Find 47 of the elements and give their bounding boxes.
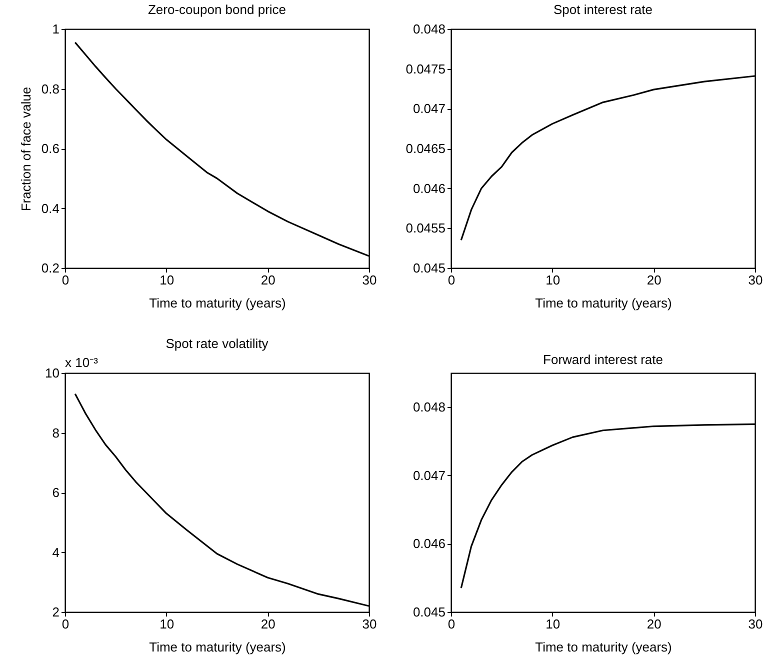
y-tick-label: 0.048: [412, 22, 446, 36]
y-tick-label: 0.045: [412, 604, 446, 620]
x-tick-label: 10: [160, 272, 174, 288]
y-tick-label: 2: [52, 604, 60, 620]
y-tick-label: 0.0475: [406, 61, 446, 76]
x-tick-label: 30: [362, 616, 377, 632]
x-tick-label: 30: [748, 616, 763, 632]
chart-title: Spot rate volatility: [166, 336, 269, 351]
x-axis-title: Time to maturity (years): [149, 640, 286, 654]
x-tick-label: 20: [646, 616, 662, 632]
x-tick-label: 0: [448, 616, 456, 632]
y-tick-label: 0.8: [41, 81, 60, 96]
x-tick-label: 10: [546, 616, 560, 632]
chart-title: Zero-coupon bond price: [148, 2, 286, 17]
y-tick-label: 0.047: [412, 101, 446, 116]
y-tick-label: 10: [45, 366, 60, 380]
x-tick-label: 20: [646, 272, 662, 288]
x-axis-title: Time to maturity (years): [535, 640, 672, 654]
y-tick-label: 0.047: [412, 468, 446, 483]
y-axis-title: Fraction of face value: [18, 86, 34, 212]
x-tick-label: 20: [260, 616, 276, 632]
y-tick-label: 0.046: [412, 536, 446, 552]
y-tick-label: 1: [52, 22, 60, 36]
chart-title: Forward interest rate: [543, 352, 663, 367]
x-axis-title: Time to maturity (years): [535, 296, 672, 310]
y-tick-label: 0.046: [412, 180, 446, 196]
x-tick-label: 30: [362, 272, 377, 288]
x-tick-label: 0: [448, 272, 456, 288]
text: x 10⁻³: [65, 355, 99, 370]
y-tick-label: 8: [52, 425, 60, 440]
y-tick-label: 0.0455: [406, 220, 446, 236]
y-tick-label: 0.6: [41, 141, 60, 156]
y-tick-label: 0.2: [41, 260, 60, 276]
x-axis-title: Time to maturity (years): [149, 296, 286, 310]
y-tick-label: 4: [52, 544, 60, 560]
x-tick-label: 30: [748, 272, 763, 288]
y-tick-label: 0.045: [412, 260, 446, 276]
y-tick-label: 0.0465: [406, 141, 446, 156]
chart-title: Spot interest rate: [554, 2, 652, 17]
x-tick-label: 10: [160, 616, 174, 632]
x-tick-label: 0: [62, 272, 70, 288]
x-tick-label: 10: [546, 272, 560, 288]
x-tick-label: 20: [260, 272, 276, 288]
y-tick-label: 6: [52, 485, 60, 500]
y-tick-label: 0.048: [412, 400, 446, 415]
y-tick-label: 0.4: [41, 200, 60, 216]
x-tick-label: 0: [62, 616, 70, 632]
